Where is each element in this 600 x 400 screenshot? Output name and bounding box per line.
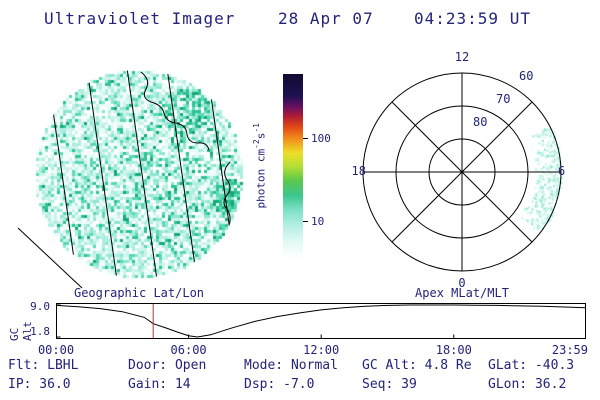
mlt-label-0: 0 <box>458 276 466 290</box>
status-seq: Seq: 39 <box>362 377 417 392</box>
apex-polar-panel: 12 18 6 0 80 70 60 <box>352 50 572 306</box>
grid-line-extension <box>17 227 83 289</box>
colorbar-tick-10: 10 <box>303 214 324 228</box>
status-door: Door: Open <box>128 358 207 373</box>
uvi-disk-canvas <box>33 68 245 280</box>
geographic-image-panel <box>33 68 245 280</box>
gc-alt-chart <box>56 303 586 339</box>
date-label: 28 Apr 07 <box>278 9 374 28</box>
mlat-label-60: 60 <box>518 69 535 83</box>
status-glat: GLat: -40.3 <box>488 358 575 373</box>
status-ip: IP: 36.0 <box>8 377 71 392</box>
status-flt: Flt: LBHL <box>8 358 79 373</box>
gc-alt-curve <box>56 304 586 338</box>
x-tick-label: 12:00 <box>303 343 340 357</box>
app-title: Ultraviolet Imager <box>44 9 236 28</box>
status-glon: GLon: 36.2 <box>488 377 567 392</box>
status-gc-alt: GC Alt: 4.8 Re <box>362 358 472 373</box>
colorbar-tick-label: 10 <box>311 214 325 228</box>
mlat-label-70: 70 <box>495 92 512 106</box>
colorbar-tick-100: 100 <box>303 131 331 145</box>
x-tick-label: 00:00 <box>37 343 75 357</box>
mlt-label-12: 12 <box>454 50 470 64</box>
status-dsp: Dsp: -7.0 <box>244 377 315 392</box>
colorbar-unit-text: photon cm-2s-1 <box>252 123 268 209</box>
mlt-label-18: 18 <box>351 164 366 178</box>
time-label: 04:23:59 UT <box>414 9 531 28</box>
status-gain: Gain: 14 <box>128 377 191 392</box>
coastline-path <box>140 71 210 151</box>
y-tick-label-bottom: 1.8 <box>30 325 50 338</box>
tick-mark <box>303 137 308 139</box>
x-tick-label: 18:00 <box>435 343 472 357</box>
colorbar-gradient <box>283 74 303 258</box>
y-tick-label-top: 9.0 <box>30 300 50 313</box>
map-grid-overlay <box>46 70 238 278</box>
x-tick-label: 06:00 <box>170 343 207 357</box>
status-mode: Mode: Normal <box>244 358 338 373</box>
left-panel-caption: Geographic Lat/Lon <box>73 286 205 300</box>
mlat-label-80: 80 <box>472 115 489 129</box>
x-tick-label: 23:59 <box>551 343 588 357</box>
polar-grid <box>362 72 562 272</box>
axis-box <box>56 303 586 339</box>
colorbar-tick-label: 100 <box>311 131 331 145</box>
colorbar-unit-label: photon cm-2s-1 <box>252 74 268 258</box>
right-panel-caption: Apex MLat/MLT <box>415 286 509 300</box>
coastline-path <box>223 161 231 226</box>
tick-mark <box>303 220 308 222</box>
mlt-label-6: 6 <box>558 164 566 178</box>
